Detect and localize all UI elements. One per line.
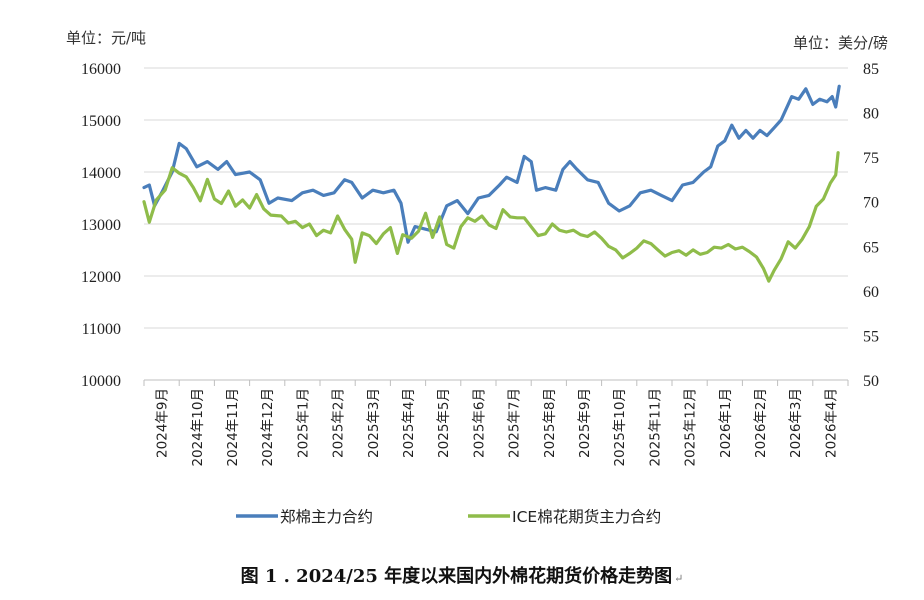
x-tick-label: 2024年12月 [260, 388, 276, 467]
x-tick-label: 2025年3月 [366, 388, 382, 458]
left-axis-ticks: 10000 11000 12000 13000 14000 15000 16000 [81, 61, 121, 390]
x-tick-label: 2026年3月 [788, 388, 804, 458]
series-line [142, 151, 840, 283]
left-tick-label: 12000 [81, 269, 121, 286]
x-tick-label: 2026年4月 [823, 388, 839, 458]
x-tick-label: 2026年2月 [753, 388, 769, 458]
x-tick-label: 2025年12月 [683, 388, 699, 467]
right-tick-label: 75 [863, 150, 879, 167]
left-axis-unit-label: 单位：元/吨 [66, 29, 146, 47]
x-tick-label: 2025年9月 [577, 388, 593, 458]
gridlines [144, 67, 848, 329]
x-tick-label: 2024年9月 [155, 388, 171, 458]
left-tick-label: 14000 [81, 165, 121, 182]
right-tick-label: 65 [863, 239, 879, 256]
x-tick-label: 2025年10月 [612, 388, 628, 467]
legend: 郑棉主力合约 ICE棉花期货主力合约 [236, 508, 661, 526]
x-tick-label: 2025年2月 [331, 388, 347, 458]
paragraph-mark: ↵ [674, 572, 684, 585]
legend-label: ICE棉花期货主力合约 [512, 508, 661, 526]
right-tick-label: 85 [863, 61, 879, 78]
right-tick-label: 70 [863, 195, 879, 212]
right-axis-ticks: 50 55 60 65 70 75 80 85 [863, 61, 879, 390]
x-tick-label: 2025年11月 [647, 388, 663, 467]
right-tick-label: 60 [863, 284, 879, 301]
series-lines [142, 84, 841, 283]
right-axis-unit-label: 单位：美分/磅 [793, 34, 888, 52]
x-tick-label: 2026年1月 [718, 388, 734, 458]
x-tick-label: 2025年4月 [401, 388, 417, 458]
right-tick-label: 55 [863, 328, 879, 345]
x-tick-label: 2025年5月 [436, 388, 452, 458]
right-tick-label: 50 [863, 373, 879, 390]
left-tick-label: 11000 [82, 321, 121, 338]
figure-caption-text: 图 1 . 2024/25 年度以来国内外棉花期货价格走势图 [240, 566, 673, 587]
x-tick-label: 2024年11月 [225, 388, 241, 467]
left-tick-label: 15000 [81, 113, 121, 130]
legend-label: 郑棉主力合约 [280, 508, 373, 526]
x-tick-label: 2025年6月 [471, 388, 487, 458]
x-axis: 2024年9月 2024年10月 2024年11月 2024年12月 2025年1月 20… [143, 379, 849, 467]
price-trend-chart: 单位：元/吨 单位：美分/磅 10000 11000 12000 13000 14000… [66, 29, 888, 526]
series-line [142, 84, 841, 244]
x-tick-label: 2025年1月 [295, 388, 311, 458]
x-tick-label: 2024年10月 [190, 388, 206, 467]
left-tick-label: 10000 [81, 373, 121, 390]
x-tick-label: 2025年8月 [542, 388, 558, 458]
x-tick-label: 2025年7月 [507, 388, 523, 458]
figure-caption: 图 1 . 2024/25 年度以来国内外棉花期货价格走势图 ↵ [0, 562, 924, 588]
right-tick-label: 80 [863, 106, 879, 123]
left-tick-label: 16000 [81, 61, 121, 78]
left-tick-label: 13000 [81, 217, 121, 234]
